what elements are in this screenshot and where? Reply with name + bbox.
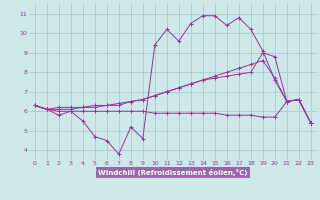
X-axis label: Windchill (Refroidissement éolien,°C): Windchill (Refroidissement éolien,°C)	[98, 169, 247, 176]
